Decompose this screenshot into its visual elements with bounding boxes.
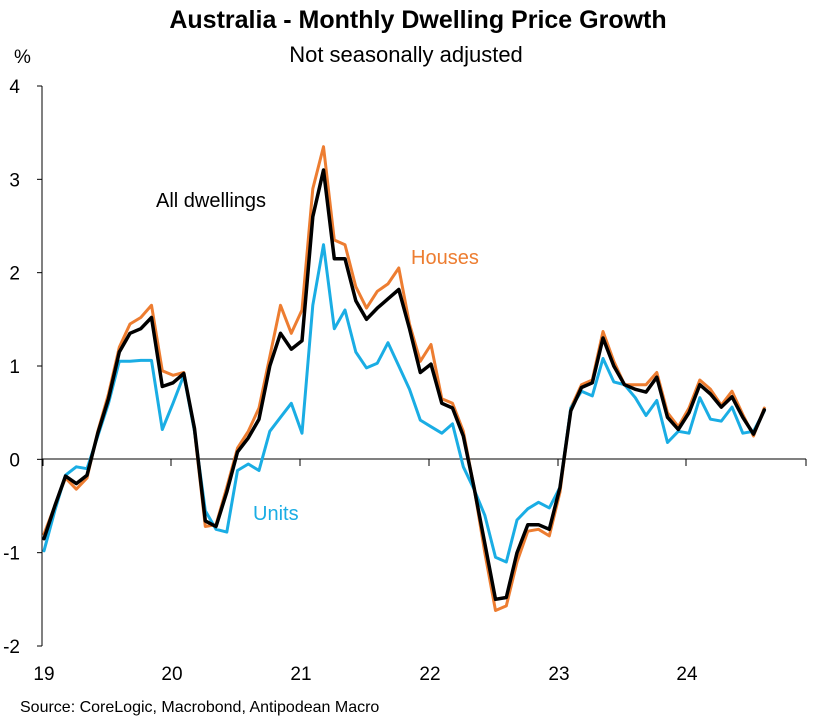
source-note: Source: CoreLogic, Macrobond, Antipodean… — [20, 699, 379, 716]
annotation-houses: Houses — [411, 247, 479, 269]
chart-subtitle: Not seasonally adjusted — [289, 42, 523, 67]
y-tick-label: 1 — [9, 357, 20, 378]
x-tick-label: 20 — [161, 664, 182, 685]
annotation-all-dwellings: All dwellings — [156, 190, 266, 212]
y-tick-label: 2 — [9, 264, 20, 285]
chart-title: Australia - Monthly Dwelling Price Growt… — [169, 6, 666, 34]
series-line-units — [42, 243, 766, 564]
x-tick-label: 22 — [419, 664, 440, 685]
x-tick-label: 21 — [290, 664, 311, 685]
y-tick-label: 4 — [9, 77, 20, 98]
x-tick-label: 24 — [676, 664, 698, 685]
x-tick-label: 23 — [548, 664, 569, 685]
y-tick-label: 3 — [9, 170, 20, 191]
y-tick-label: -1 — [3, 544, 20, 565]
x-tick-label: 19 — [33, 664, 54, 685]
y-tick-label: 0 — [9, 450, 20, 471]
annotation-units: Units — [253, 503, 299, 525]
series-line-houses — [42, 145, 766, 612]
series-line-all-dwellings — [42, 168, 767, 602]
y-tick-label: -2 — [3, 637, 20, 658]
y-axis-unit-label: % — [14, 47, 31, 68]
